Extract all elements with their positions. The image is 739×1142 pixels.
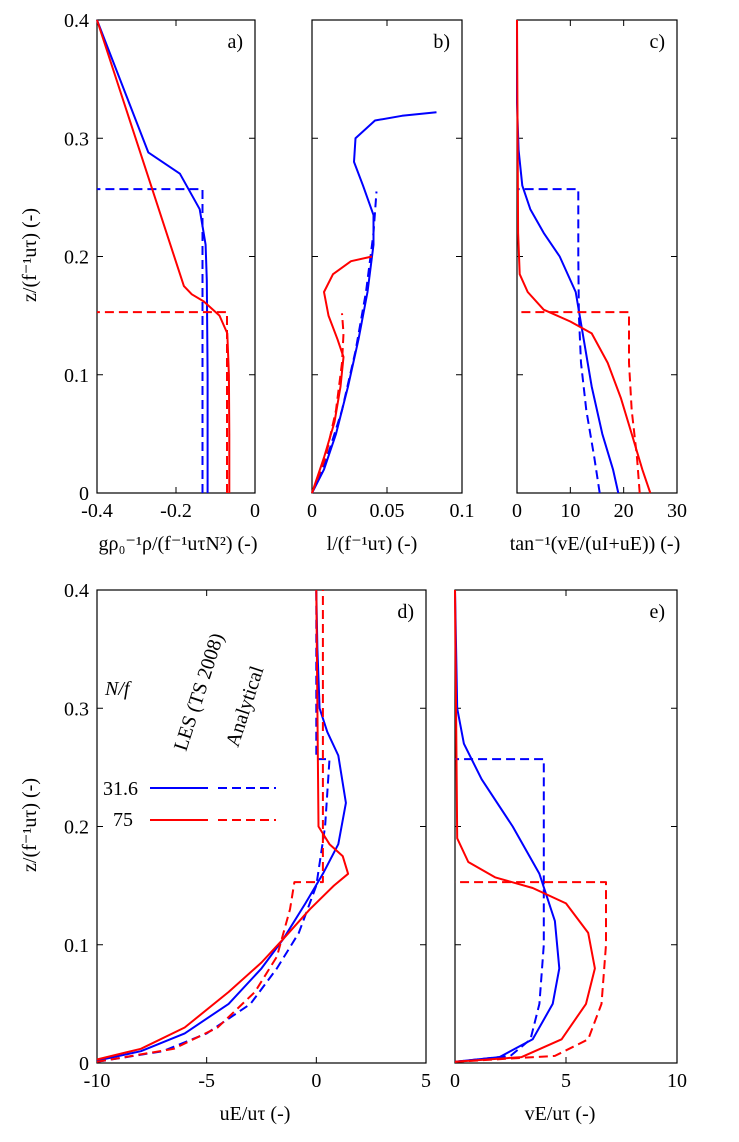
y-tick-label: 0 [79,1053,89,1075]
x-tick-label: -5 [198,1070,215,1092]
series-line [517,311,641,494]
y-tick-label: 0.2 [64,817,89,839]
series-line [96,589,350,1061]
x-tick-label: 0 [307,500,317,522]
panel-b: 0 0.05 0.1 b) l/(f⁻¹uτ) (-) [307,19,475,555]
y-tick-label: 0.4 [64,580,89,602]
x-tick-label: -0.4 [81,500,113,522]
x-tick-label: 5 [421,1070,431,1092]
series-line [311,313,345,494]
series-line [96,19,231,493]
series-line [311,255,373,494]
y-axis-label-top: z/(f⁻¹uτ) (-) [19,208,41,302]
legend-header: N/f [104,678,132,700]
x-axis-label: vE/uτ (-) [525,1103,596,1125]
x-tick-label: 30 [667,500,687,522]
plot-frame [516,19,678,494]
y-tick-label: 0.1 [64,935,89,957]
panel-label: a) [227,31,243,53]
legend-col-les: LES (TS 2008) [170,631,229,754]
series-line [516,19,652,494]
panel-label: e) [649,601,665,623]
panel-a: -0.4 -0.2 0 0 0.1 0.2 0.3 0.4 a) gρ₀⁻¹ρ/(f⁻¹uτN²)… [64,10,260,555]
x-tick-label: 5 [561,1070,571,1092]
x-tick-label: 0 [250,500,260,522]
x-axis-label: uE/uτ (-) [220,1103,291,1125]
y-tick-label: 0.1 [64,365,89,387]
y-tick-label: 0.2 [64,247,89,269]
series-line [454,758,545,1063]
plot-frame [454,589,678,1064]
x-tick-label: 20 [614,500,634,522]
x-axis-label: tan⁻¹(vE/(uI+uE)) (-) [510,533,681,555]
panel-e: 0 5 10 e) vE/uτ (-) [450,589,687,1125]
x-tick-label: 10 [560,500,580,522]
plot-frame [96,589,427,1064]
y-axis-label-bottom: z/(f⁻¹uτ) (-) [19,778,41,872]
series-line [97,311,228,493]
y-tick-label: 0 [79,483,89,505]
series-line [454,881,607,1063]
x-axis-label: l/(f⁻¹uτ) (-) [327,533,418,555]
panel-label: c) [649,31,665,53]
series-line [516,20,620,494]
x-tick-label: 0.05 [370,500,405,522]
legend-row-label-1: 31.6 [103,778,138,800]
x-tick-label: 0 [512,500,522,522]
x-tick-label: 0.1 [450,500,475,522]
x-tick-label: 0 [311,1070,321,1092]
series-line [96,589,347,1062]
series-line [96,590,324,1063]
x-tick-label: -10 [84,1070,111,1092]
series-line [517,188,601,494]
y-tick-label: 0.3 [64,698,89,720]
x-tick-label: 10 [667,1070,687,1092]
y-tick-label: 0.3 [64,128,89,150]
series-line [311,191,378,494]
panel-c: 0 10 20 30 c) tan⁻¹(vE/(uI+uE)) (-) [510,19,687,555]
panel-label: d) [397,601,414,623]
legend: N/f LES (TS 2008) Analytical 31.6 75 [103,631,276,831]
x-tick-label: 0 [450,1070,460,1092]
panel-d: -10 -5 0 5 0 0.1 0.2 0.3 0.4 d) uE/uτ (-) [64,580,431,1125]
panel-label: b) [433,31,450,53]
legend-row-label-2: 75 [113,809,133,831]
series-line [97,188,204,493]
x-tick-label: -0.2 [160,500,192,522]
y-tick-label: 0.4 [64,10,89,32]
series-line [454,589,596,1063]
x-axis-label: gρ₀⁻¹ρ/(f⁻¹uτN²) (-) [98,533,257,555]
series-line [96,19,209,493]
legend-col-analytical: Analytical [222,663,269,749]
